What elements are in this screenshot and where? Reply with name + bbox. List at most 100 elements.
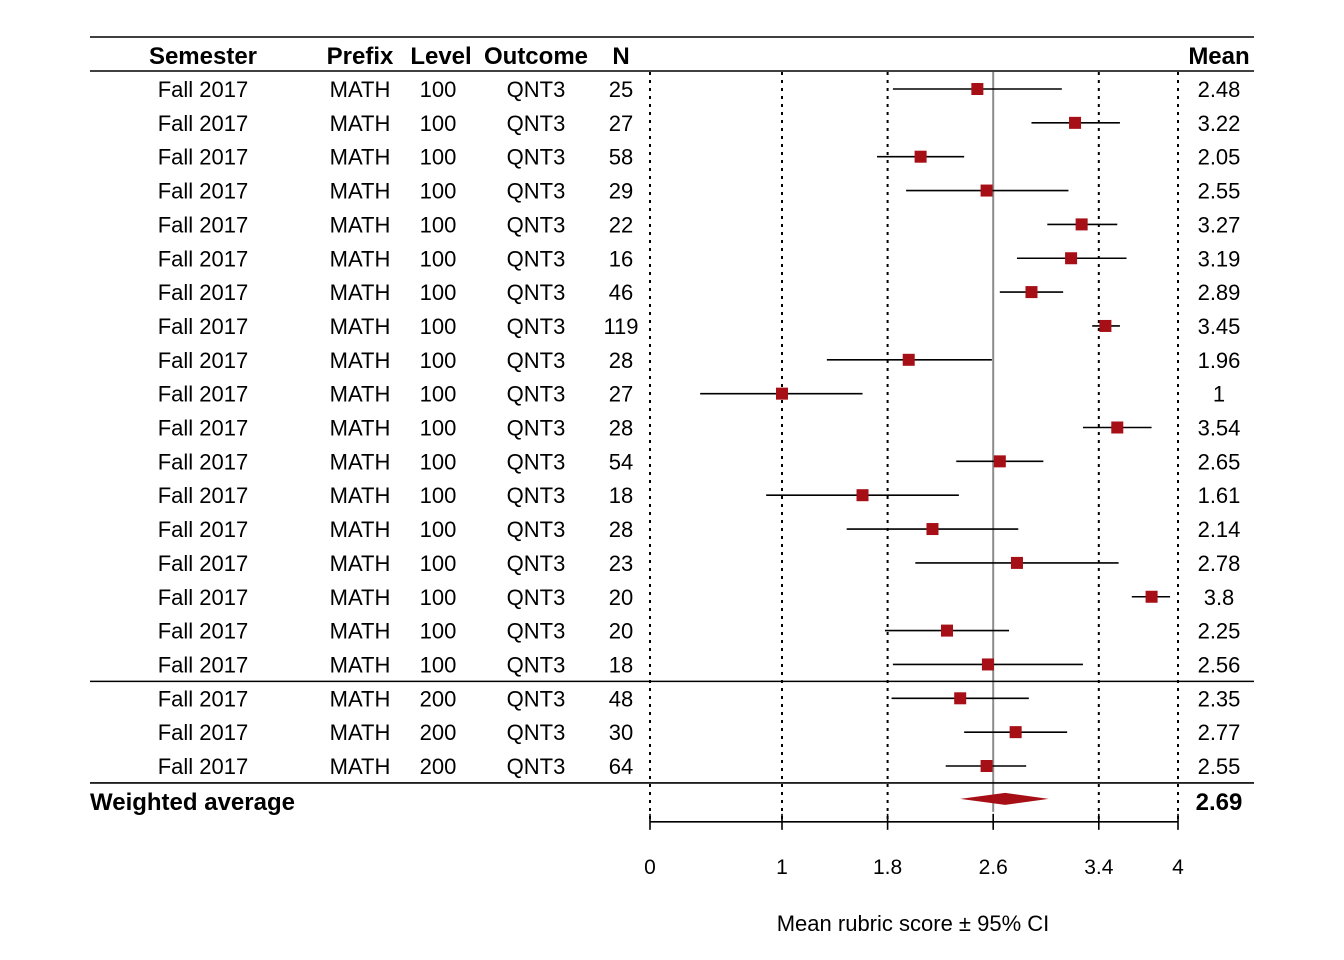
row-mean: 2.25 — [1198, 619, 1241, 644]
row-n: 16 — [609, 246, 633, 271]
row-mean: 3.54 — [1198, 416, 1241, 441]
row-outcome: QNT3 — [507, 449, 566, 474]
header-n: N — [612, 43, 629, 70]
table-row: Fall 2017 MATH 100 QNT3 27 3.22 — [158, 111, 1241, 136]
mean-marker — [1009, 726, 1022, 739]
table-row: Fall 2017 MATH 100 QNT3 18 2.56 — [158, 652, 1241, 677]
row-n: 30 — [609, 720, 633, 745]
row-mean: 1.96 — [1198, 348, 1241, 373]
row-outcome: QNT3 — [507, 314, 566, 339]
mean-marker — [1065, 252, 1078, 265]
row-outcome: QNT3 — [507, 517, 566, 542]
row-level: 100 — [420, 77, 457, 102]
x-axis-title: Mean rubric score ± 95% CI — [777, 911, 1050, 936]
table-row: Fall 2017 MATH 100 QNT3 23 2.78 — [158, 551, 1241, 576]
row-semester: Fall 2017 — [158, 77, 249, 102]
row-outcome: QNT3 — [507, 246, 566, 271]
row-mean: 3.22 — [1198, 111, 1241, 136]
row-prefix: MATH — [330, 686, 391, 711]
row-level: 100 — [420, 382, 457, 407]
table-row: Fall 2017 MATH 100 QNT3 22 3.27 — [158, 212, 1241, 237]
table-row: Fall 2017 MATH 100 QNT3 119 3.45 — [158, 314, 1241, 339]
mean-marker — [776, 387, 788, 400]
row-prefix: MATH — [330, 416, 391, 441]
x-tick-label: 4 — [1172, 856, 1184, 879]
table-row: Fall 2017 MATH 100 QNT3 28 2.14 — [158, 517, 1241, 542]
row-prefix: MATH — [330, 145, 391, 170]
row-n: 46 — [609, 280, 633, 305]
row-outcome: QNT3 — [507, 686, 566, 711]
row-outcome: QNT3 — [507, 416, 566, 441]
row-level: 100 — [420, 652, 457, 677]
table-row: Fall 2017 MATH 100 QNT3 27 1 — [158, 382, 1225, 407]
mean-marker — [1075, 218, 1088, 231]
row-outcome: QNT3 — [507, 619, 566, 644]
row-mean: 2.65 — [1198, 449, 1241, 474]
row-level: 100 — [420, 111, 457, 136]
row-mean: 3.19 — [1198, 246, 1241, 271]
row-n: 28 — [609, 517, 633, 542]
row-mean: 1 — [1213, 382, 1225, 407]
header-mean: Mean — [1188, 43, 1249, 70]
row-outcome: QNT3 — [507, 280, 566, 305]
row-outcome: QNT3 — [507, 145, 566, 170]
table-header: Semester Prefix Level Outcome N Mean — [149, 43, 1250, 70]
row-prefix: MATH — [330, 77, 391, 102]
mean-marker — [1025, 286, 1038, 299]
row-prefix: MATH — [330, 720, 391, 745]
row-mean: 3.8 — [1204, 585, 1235, 610]
row-outcome: QNT3 — [507, 652, 566, 677]
row-outcome: QNT3 — [507, 585, 566, 610]
row-semester: Fall 2017 — [158, 280, 249, 305]
row-outcome: QNT3 — [507, 754, 566, 779]
row-level: 100 — [420, 179, 457, 204]
table-row: Fall 2017 MATH 100 QNT3 28 3.54 — [158, 416, 1241, 441]
row-prefix: MATH — [330, 551, 391, 576]
row-semester: Fall 2017 — [158, 179, 249, 204]
study-rows: Fall 2017 MATH 100 QNT3 25 2.48 Fall 2017 MATH 1… — [158, 77, 1241, 779]
row-prefix: MATH — [330, 382, 391, 407]
table-row: Fall 2017 MATH 100 QNT3 29 2.55 — [158, 179, 1241, 204]
row-n: 58 — [609, 145, 633, 170]
row-prefix: MATH — [330, 111, 391, 136]
table-row: Fall 2017 MATH 200 QNT3 30 2.77 — [158, 720, 1241, 745]
mean-marker — [1069, 116, 1082, 129]
row-n: 25 — [609, 77, 633, 102]
row-mean: 2.05 — [1198, 145, 1241, 170]
row-semester: Fall 2017 — [158, 551, 249, 576]
row-semester: Fall 2017 — [158, 145, 249, 170]
summary-label: Weighted average — [90, 789, 295, 816]
row-mean: 2.14 — [1198, 517, 1241, 542]
row-level: 100 — [420, 314, 457, 339]
row-n: 20 — [609, 585, 633, 610]
row-outcome: QNT3 — [507, 77, 566, 102]
row-n: 48 — [609, 686, 633, 711]
mean-marker — [856, 489, 869, 502]
summary-mean-label: 2.69 — [1196, 789, 1243, 816]
row-n: 27 — [609, 111, 633, 136]
row-n: 18 — [609, 483, 633, 508]
row-prefix: MATH — [330, 449, 391, 474]
table-row: Fall 2017 MATH 100 QNT3 28 1.96 — [158, 348, 1241, 373]
mean-marker — [941, 624, 953, 637]
row-prefix: MATH — [330, 517, 391, 542]
mean-marker — [1111, 421, 1124, 434]
row-mean: 2.77 — [1198, 720, 1241, 745]
row-n: 22 — [609, 212, 633, 237]
summary-row: Weighted average 2.69 — [90, 789, 1242, 816]
row-prefix: MATH — [330, 179, 391, 204]
row-level: 200 — [420, 720, 457, 745]
row-n: 23 — [609, 551, 633, 576]
row-semester: Fall 2017 — [158, 754, 249, 779]
header-prefix: Prefix — [327, 43, 394, 70]
mean-marker — [980, 184, 993, 197]
table-row: Fall 2017 MATH 100 QNT3 18 1.61 — [158, 483, 1241, 508]
table-row: Fall 2017 MATH 200 QNT3 64 2.55 — [158, 754, 1241, 779]
x-tick-label: 1 — [776, 856, 788, 879]
table-row: Fall 2017 MATH 200 QNT3 48 2.35 — [158, 686, 1241, 711]
row-level: 100 — [420, 348, 457, 373]
row-semester: Fall 2017 — [158, 483, 249, 508]
row-outcome: QNT3 — [507, 348, 566, 373]
row-prefix: MATH — [330, 246, 391, 271]
